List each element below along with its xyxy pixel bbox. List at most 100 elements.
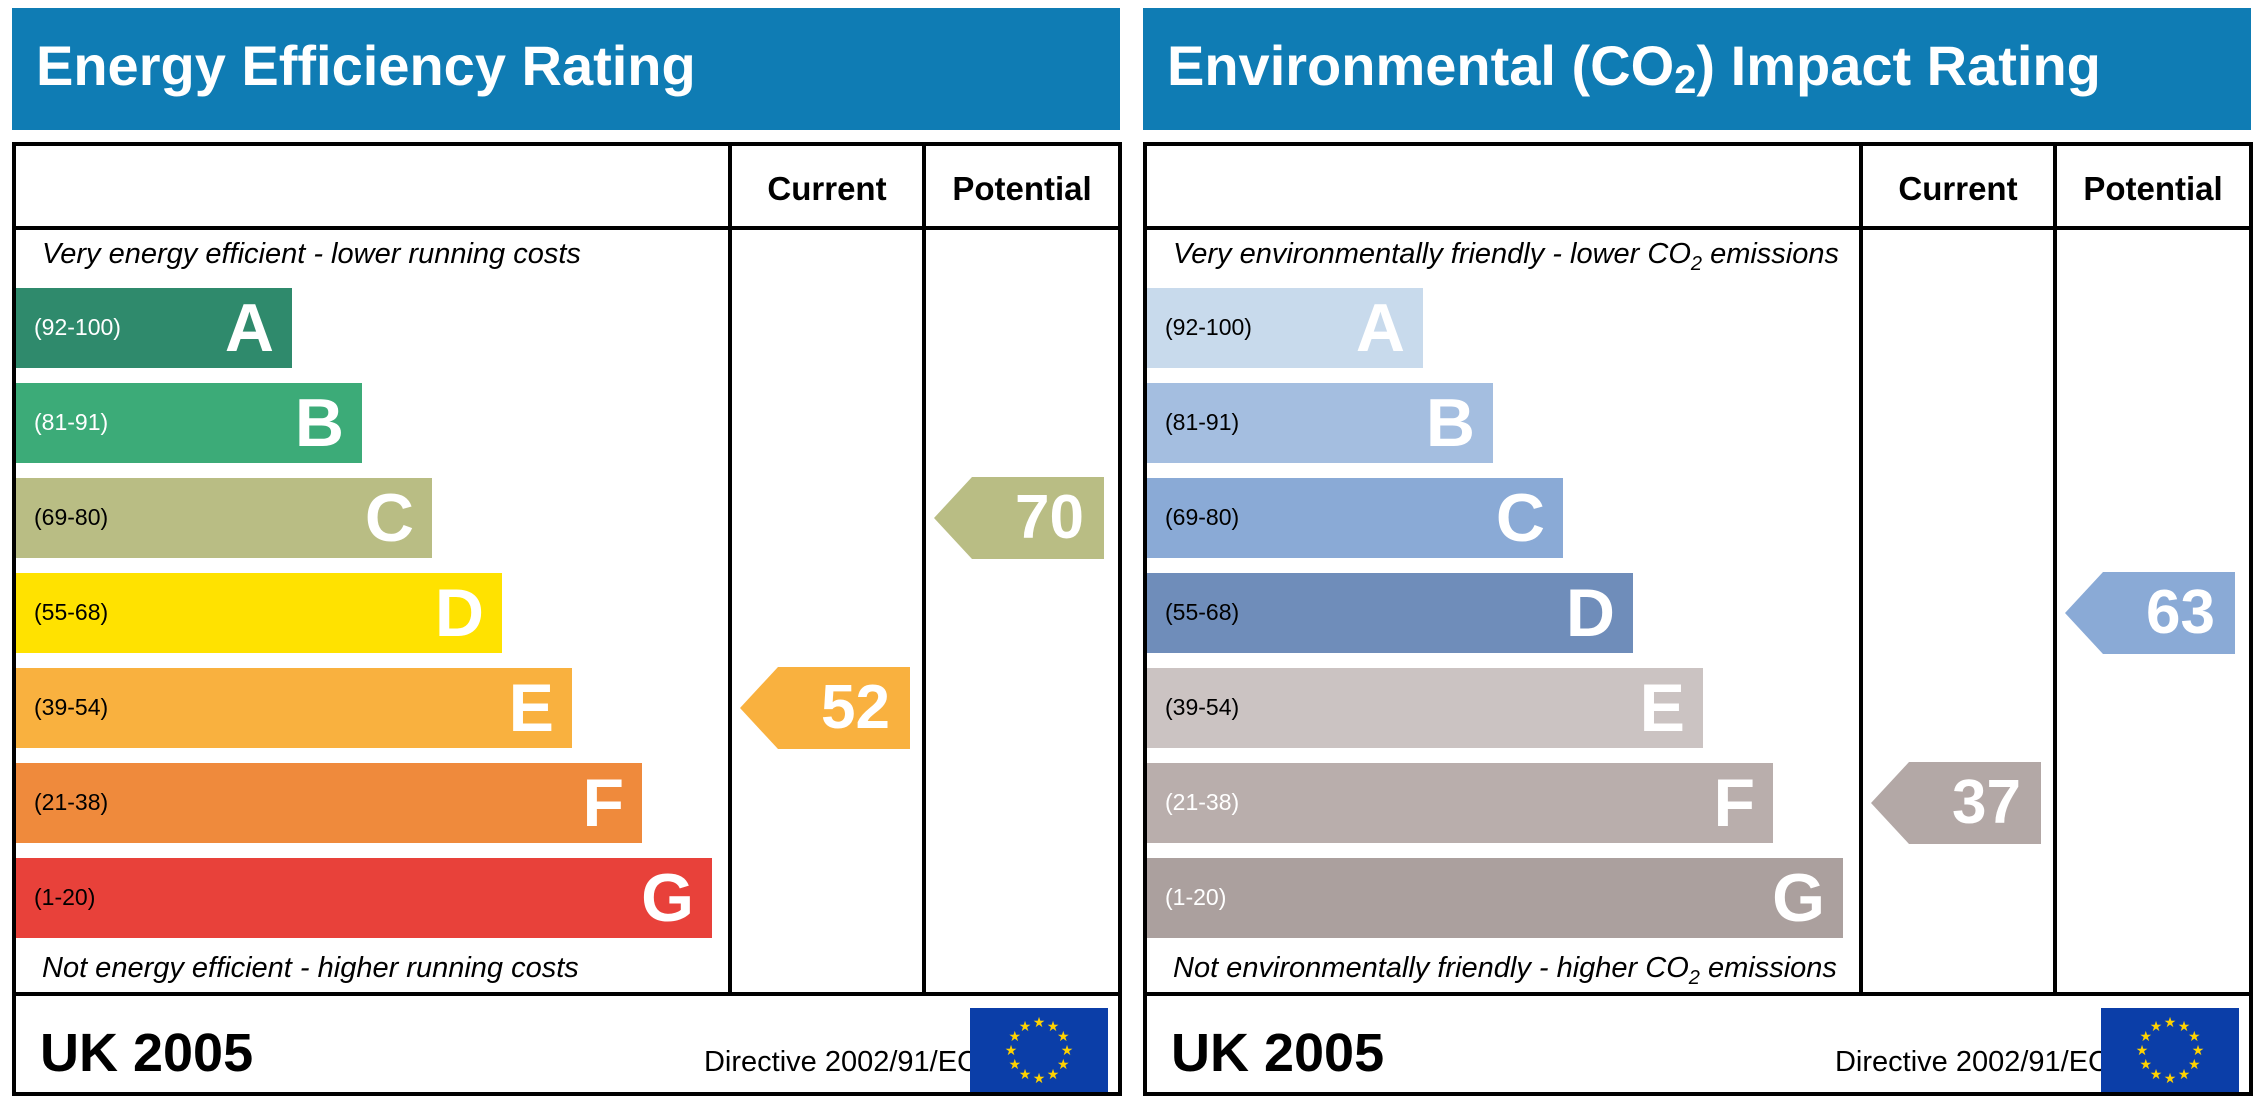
- col-current: Current: [1898, 170, 2018, 207]
- energy-grid: Current Potential Very energy efficient …: [12, 142, 1122, 1096]
- band-range: (92-100): [34, 314, 121, 340]
- band-range: (1-20): [1165, 884, 1227, 910]
- eu-star-icon: ★: [2192, 1042, 2205, 1058]
- footer-country: UK 2005: [40, 1023, 254, 1083]
- environment-grid: Current Potential Very environmentally f…: [1143, 142, 2253, 1096]
- energy-efficiency-panel: Energy Efficiency Rating Current Potenti…: [12, 0, 1122, 1100]
- footer-country: UK 2005: [1171, 1023, 1385, 1083]
- band-letter: F: [582, 765, 624, 841]
- divider: [16, 226, 1118, 230]
- band-d: (55-68) D: [16, 573, 502, 653]
- potential-rating-arrow: 63: [2065, 572, 2235, 654]
- eu-star-icon: ★: [2164, 1070, 2177, 1086]
- band-c: (69-80) C: [16, 478, 432, 558]
- eu-star-icon: ★: [1057, 1056, 1070, 1072]
- eu-flag-icon: ★ ★ ★ ★ ★ ★ ★ ★ ★ ★ ★ ★: [970, 1008, 1108, 1092]
- band-range: (21-38): [1165, 789, 1240, 815]
- divider: [1147, 992, 2249, 996]
- band-letter: C: [1495, 480, 1545, 556]
- top-caption: Very environmentally friendly - lower CO…: [1173, 238, 1840, 275]
- band-letter: C: [364, 480, 414, 556]
- energy-title: Energy Efficiency Rating: [36, 34, 696, 97]
- environment-title: Environmental (CO2) Impact Rating: [1167, 34, 2101, 102]
- band-letter: B: [1425, 385, 1475, 461]
- band-letter: D: [1565, 575, 1615, 651]
- band-c: (69-80) C: [1147, 478, 1563, 558]
- band-range: (69-80): [1165, 504, 1240, 530]
- band-letter: G: [641, 860, 694, 936]
- eu-flag-icon: ★ ★ ★ ★ ★ ★ ★ ★ ★ ★ ★ ★: [2101, 1008, 2239, 1092]
- band-range: (39-54): [1165, 694, 1240, 720]
- band-range: (21-38): [34, 789, 109, 815]
- eu-star-icon: ★: [1061, 1042, 1074, 1058]
- divider: [1147, 226, 2249, 230]
- eu-star-icon: ★: [1019, 1066, 1032, 1082]
- current-rating-value: 37: [1952, 768, 2021, 837]
- potential-rating-arrow: 70: [934, 477, 1104, 559]
- band-range: (81-91): [34, 409, 109, 435]
- eu-star-icon: ★: [1019, 1018, 1032, 1034]
- eu-star-icon: ★: [1005, 1042, 1018, 1058]
- energy-header: Energy Efficiency Rating: [12, 8, 1120, 130]
- eu-star-icon: ★: [2188, 1056, 2201, 1072]
- band-g: (1-20) G: [1147, 858, 1843, 938]
- eu-star-icon: ★: [2164, 1014, 2177, 1030]
- environment-header: Environmental (CO2) Impact Rating: [1143, 8, 2251, 130]
- potential-rating-value: 63: [2146, 578, 2215, 647]
- band-range: (55-68): [1165, 599, 1240, 625]
- environmental-impact-panel: Environmental (CO2) Impact Rating Curren…: [1143, 0, 2253, 1100]
- footer-directive: Directive 2002/91/EC: [703, 1046, 978, 1078]
- band-e: (39-54) E: [1147, 668, 1703, 748]
- divider: [2053, 146, 2057, 996]
- divider: [922, 146, 926, 996]
- band-f: (21-38) F: [1147, 763, 1773, 843]
- band-range: (1-20): [34, 884, 96, 910]
- band-letter: E: [1639, 670, 1685, 746]
- band-g: (1-20) G: [16, 858, 712, 938]
- eu-star-icon: ★: [1008, 1056, 1021, 1072]
- band-e: (39-54) E: [16, 668, 572, 748]
- band-a: (92-100) A: [16, 288, 292, 368]
- band-b: (81-91) B: [16, 383, 362, 463]
- band-letter: F: [1713, 765, 1755, 841]
- eu-star-icon: ★: [2139, 1056, 2152, 1072]
- footer-directive: Directive 2002/91/EC: [1834, 1046, 2109, 1078]
- band-range: (81-91): [1165, 409, 1240, 435]
- col-potential: Potential: [2083, 170, 2223, 207]
- current-rating-arrow: 37: [1871, 762, 2041, 844]
- divider: [1859, 146, 1863, 996]
- divider: [728, 146, 732, 996]
- band-letter: B: [294, 385, 344, 461]
- divider: [16, 992, 1118, 996]
- potential-rating-value: 70: [1015, 483, 1084, 552]
- eu-star-icon: ★: [1047, 1066, 1060, 1082]
- bottom-caption: Not environmentally friendly - higher CO…: [1173, 952, 1837, 989]
- eu-star-icon: ★: [1033, 1014, 1046, 1030]
- eu-star-icon: ★: [2150, 1066, 2163, 1082]
- eu-star-icon: ★: [2136, 1042, 2149, 1058]
- bottom-caption: Not energy efficient - higher running co…: [42, 952, 579, 984]
- band-b: (81-91) B: [1147, 383, 1493, 463]
- eu-star-icon: ★: [2188, 1028, 2201, 1044]
- band-letter: D: [434, 575, 484, 651]
- band-range: (69-80): [34, 504, 109, 530]
- band-letter: G: [1772, 860, 1825, 936]
- current-rating-value: 52: [821, 673, 890, 742]
- band-letter: A: [1355, 290, 1405, 366]
- eu-star-icon: ★: [2178, 1018, 2191, 1034]
- band-range: (92-100): [1165, 314, 1252, 340]
- band-f: (21-38) F: [16, 763, 642, 843]
- band-range: (55-68): [34, 599, 109, 625]
- eu-star-icon: ★: [1008, 1028, 1021, 1044]
- band-d: (55-68) D: [1147, 573, 1633, 653]
- eu-star-icon: ★: [2139, 1028, 2152, 1044]
- current-rating-arrow: 52: [740, 667, 910, 749]
- band-letter: A: [224, 290, 274, 366]
- eu-star-icon: ★: [1057, 1028, 1070, 1044]
- eu-star-icon: ★: [1033, 1070, 1046, 1086]
- eu-star-icon: ★: [2150, 1018, 2163, 1034]
- top-caption: Very energy efficient - lower running co…: [42, 238, 581, 270]
- eu-star-icon: ★: [2178, 1066, 2191, 1082]
- band-a: (92-100) A: [1147, 288, 1423, 368]
- col-current: Current: [767, 170, 887, 207]
